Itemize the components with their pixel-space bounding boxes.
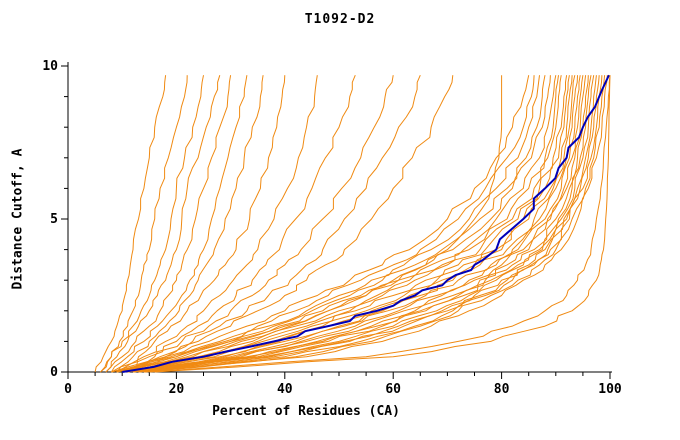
y-tick-label: 10 <box>42 59 58 74</box>
model-curve <box>122 75 557 373</box>
model-curve <box>127 75 570 373</box>
y-tick-label: 0 <box>50 365 58 380</box>
model-curve <box>100 75 188 373</box>
x-axis-label: Percent of Residues (CA) <box>212 404 400 419</box>
model-curve <box>127 75 454 373</box>
model-curve <box>122 75 559 373</box>
model-curve <box>122 75 568 373</box>
model-curve <box>138 75 600 373</box>
reference-curve <box>122 74 610 373</box>
model-curve <box>127 74 421 373</box>
x-tick-label: 0 <box>64 382 72 397</box>
x-tick-label: 100 <box>598 382 622 397</box>
model-curve <box>127 75 576 373</box>
model-curve <box>132 75 584 373</box>
model-curve <box>111 75 530 373</box>
model-curve <box>116 75 546 373</box>
model-curve <box>110 75 248 373</box>
model-curve <box>132 75 589 373</box>
model-curve <box>100 75 204 373</box>
model-curve <box>138 75 592 373</box>
model-curve <box>116 75 540 373</box>
model-curve <box>122 75 394 373</box>
model-curve <box>154 75 611 373</box>
model-curve <box>105 75 232 373</box>
model-curve <box>111 75 264 373</box>
x-tick-label: 60 <box>385 382 401 397</box>
model-curve <box>122 75 562 373</box>
x-tick-label: 80 <box>494 382 510 397</box>
model-curve <box>116 75 318 373</box>
chart-title: T1092-D2 <box>304 12 376 27</box>
x-tick-label: 20 <box>169 382 185 397</box>
model-curve <box>127 75 578 373</box>
model-curve <box>143 75 606 373</box>
y-tick-label: 5 <box>50 212 58 227</box>
model-curve <box>132 75 581 373</box>
model-curve <box>111 75 535 373</box>
model-curve <box>143 75 608 373</box>
model-curve <box>138 75 597 373</box>
model-curve <box>94 75 167 373</box>
model-curve <box>116 75 286 373</box>
model-curve <box>143 75 603 373</box>
model-curve <box>149 75 611 373</box>
model-curve <box>116 75 551 373</box>
model-curve <box>122 75 356 373</box>
model-curve <box>105 75 221 373</box>
x-tick-label: 40 <box>277 382 293 397</box>
model-curve <box>138 75 595 373</box>
